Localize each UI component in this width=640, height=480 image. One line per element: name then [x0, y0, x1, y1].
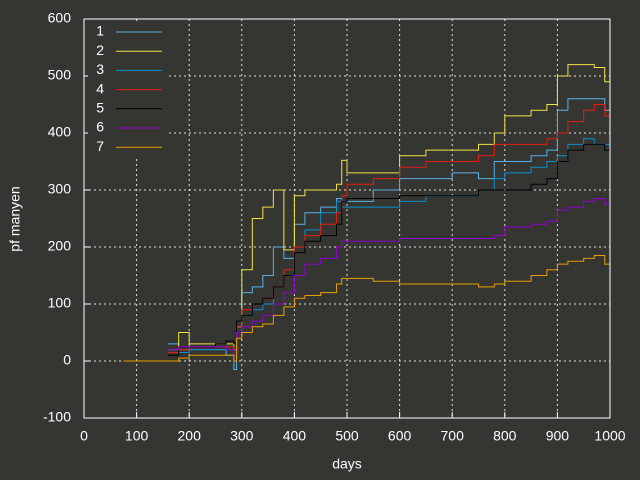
x-tick-label: 1000: [594, 428, 625, 444]
legend-label: 7: [96, 138, 104, 154]
y-tick-label: 300: [48, 181, 72, 197]
x-tick-label: 400: [283, 428, 307, 444]
y-tick-label: 100: [48, 295, 72, 311]
x-tick-label: 200: [178, 428, 202, 444]
legend-label: 4: [96, 80, 104, 96]
x-tick-label: 900: [546, 428, 570, 444]
y-axis-label: pf manyen: [7, 186, 23, 251]
x-tick-label: 100: [125, 428, 149, 444]
y-tick-label: 400: [48, 124, 72, 140]
series-line: [168, 143, 611, 356]
legend-label: 2: [96, 42, 104, 58]
y-tick-label: 0: [63, 352, 71, 368]
y-tick-label: 600: [48, 10, 72, 26]
y-tick-label: 500: [48, 67, 72, 83]
series-line: [123, 255, 610, 362]
x-tick-label: 300: [230, 428, 254, 444]
y-tick-label: 200: [48, 238, 72, 254]
legend-background: [88, 22, 168, 159]
legend-label: 1: [96, 23, 104, 39]
plot-border: [83, 18, 611, 419]
x-tick-label: 0: [80, 428, 88, 444]
x-tick-label: 600: [388, 428, 412, 444]
x-tick-label: 700: [441, 428, 465, 444]
legend-label: 5: [96, 100, 104, 116]
legend-label: 3: [96, 61, 104, 77]
legend-label: 6: [96, 119, 104, 135]
x-tick-label: 500: [335, 428, 359, 444]
x-tick-label: 800: [493, 428, 517, 444]
y-tick-label: -100: [43, 409, 71, 425]
x-axis-label: days: [332, 456, 362, 472]
